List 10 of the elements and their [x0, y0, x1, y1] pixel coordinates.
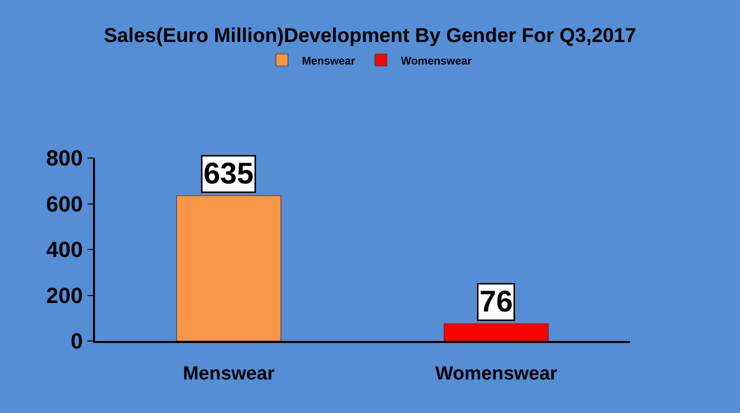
- y-tick-label: 400: [46, 237, 83, 262]
- legend-label: Womenswear: [400, 55, 472, 68]
- y-tick-label: 800: [46, 146, 83, 171]
- y-tick-label: 600: [46, 191, 83, 216]
- chart-title: Sales(Euro Million)Development By Gender For Q3,2017: [104, 25, 636, 47]
- y-tick-label: 200: [46, 282, 83, 308]
- data-label: 76: [480, 286, 513, 318]
- legend-label: Menswear: [302, 55, 356, 68]
- y-tick-label: 0: [70, 328, 83, 354]
- data-label: 635: [204, 158, 254, 190]
